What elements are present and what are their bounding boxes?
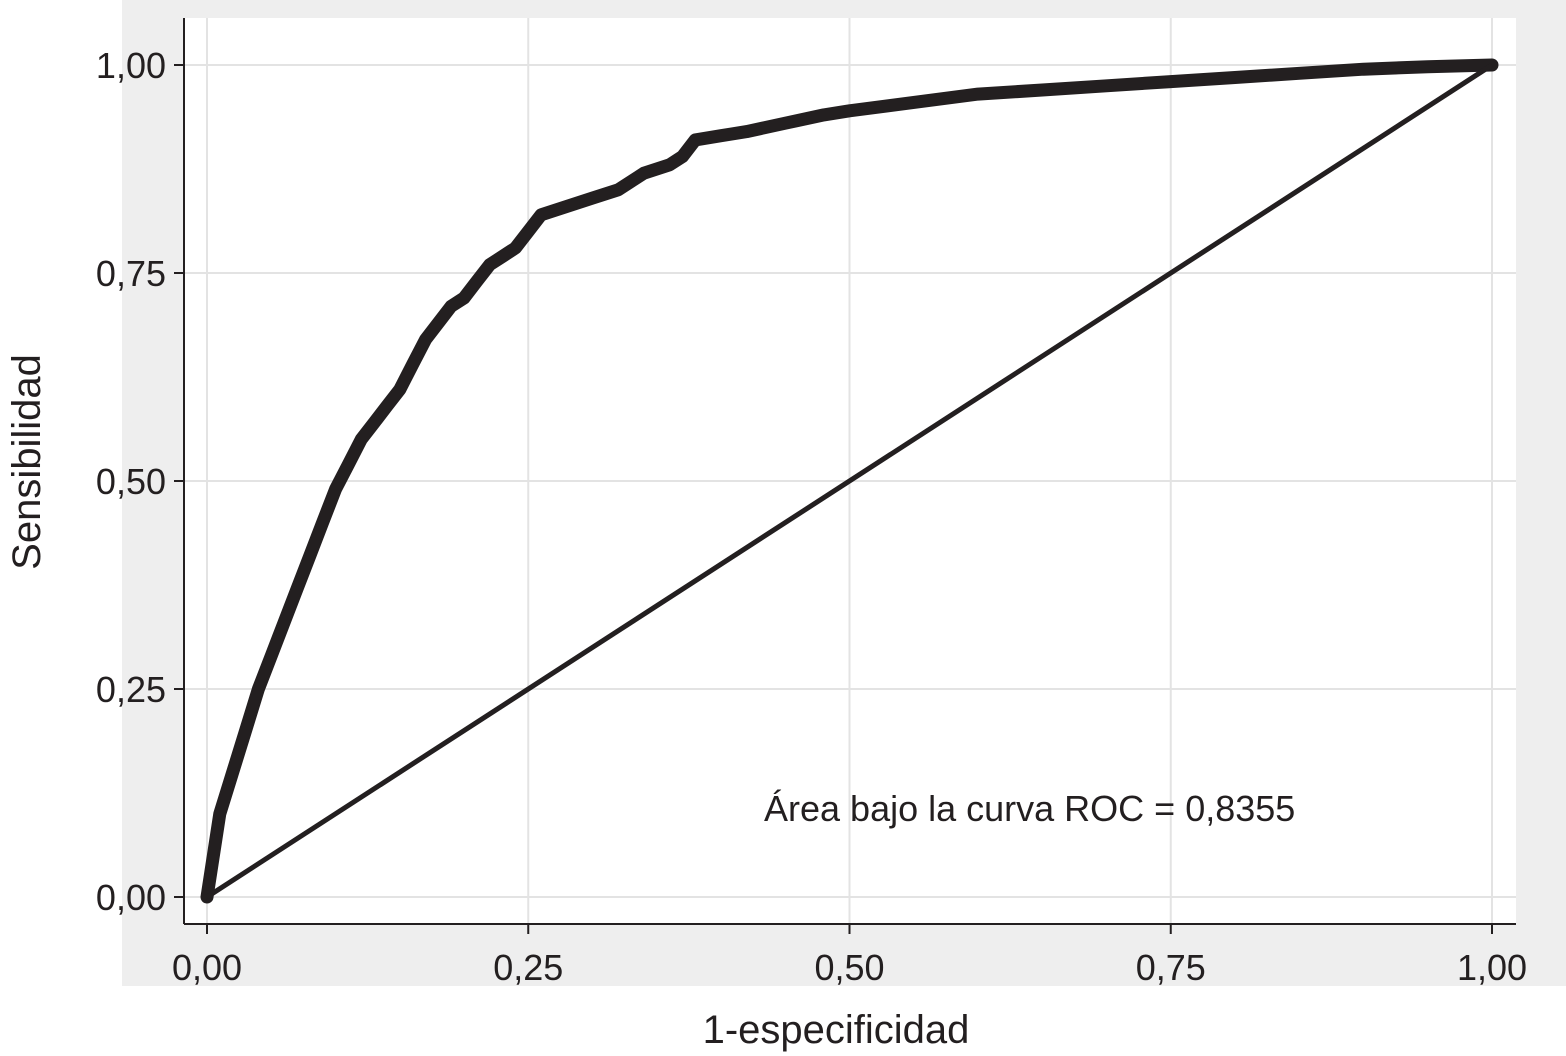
roc-curve-line [200,58,1499,904]
y-ticks: 0,00 0,25 0,50 0,75 1,00 [96,45,184,918]
x-tick-label: 0,25 [493,947,563,988]
y-tick-label: 0,25 [96,669,166,710]
y-tick-label: 0,75 [96,253,166,294]
y-tick-label: 0,50 [96,461,166,502]
x-axis-label: 1-especificidad [703,1008,970,1052]
series-layer [200,58,1499,904]
x-ticks: 0,00 0,25 0,50 0,75 1,00 [172,924,1527,988]
x-tick-label: 0,75 [1136,947,1206,988]
y-tick-label: 1,00 [96,45,166,86]
y-axis-label: Sensibilidad [5,354,49,570]
reference-diagonal-line [205,62,1494,900]
x-tick-label: 0,50 [814,947,884,988]
y-tick-label: 0,00 [96,877,166,918]
x-tick-label: 0,00 [172,947,242,988]
auc-annotation: Área bajo la curva ROC = 0,8355 [764,788,1295,829]
x-tick-label: 1,00 [1457,947,1527,988]
